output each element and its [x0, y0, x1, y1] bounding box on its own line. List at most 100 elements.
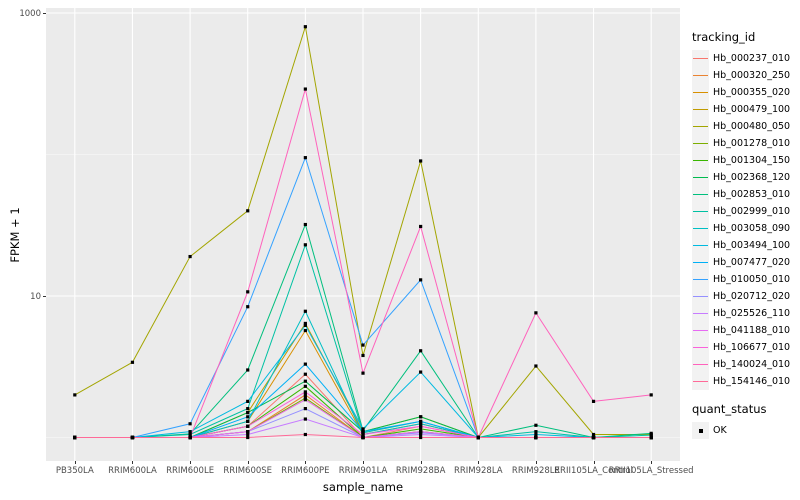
plot-panel — [46, 8, 680, 461]
data-point — [246, 399, 250, 403]
legend-item-Hb_020712_020: Hb_020712_020 — [692, 288, 790, 305]
legend-item-label: Hb_001304_150 — [713, 155, 791, 166]
data-point — [361, 432, 365, 437]
x-tick-mark — [651, 461, 653, 464]
legend-item-label: Hb_000355_020 — [713, 87, 791, 98]
legend-item-Hb_000355_020: Hb_000355_020 — [692, 84, 790, 101]
quant-legend-items: OK — [692, 422, 790, 439]
x-tick-mark — [190, 461, 192, 464]
data-point — [361, 427, 365, 431]
x-tick-mark — [305, 461, 307, 464]
legend-item-label: Hb_002999_010 — [713, 206, 791, 217]
data-point — [303, 398, 307, 402]
data-point — [246, 424, 250, 428]
legend-item-Hb_002853_010: Hb_002853_010 — [692, 186, 790, 203]
legend-key-line-icon — [692, 339, 709, 356]
legend-key-line-icon — [692, 67, 709, 84]
data-point — [303, 384, 307, 388]
series-color-line-icon — [693, 176, 708, 179]
series-color-line-icon — [693, 193, 708, 196]
data-point — [361, 371, 365, 375]
legend-item-label: Hb_020712_020 — [713, 291, 791, 302]
legend-panel: tracking_id Hb_000237_010 Hb_000320_250 Hb… — [692, 30, 790, 439]
data-point — [476, 435, 480, 440]
legend-item-label: Hb_003058_090 — [713, 223, 791, 234]
x-tick-mark — [593, 461, 595, 464]
series-color-line-icon — [693, 363, 708, 366]
legend-item-label: Hb_003494_100 — [713, 240, 791, 251]
series-color-line-icon — [693, 380, 708, 383]
legend-item-label: Hb_000479_100 — [713, 104, 791, 115]
legend-item-label: Hb_154146_010 — [713, 376, 791, 387]
data-point — [188, 432, 192, 437]
series-color-line-icon — [693, 74, 708, 77]
y-tick-label-1000: 1000 — [19, 8, 41, 19]
legend-item-Hb_000320_250: Hb_000320_250 — [692, 67, 790, 84]
legend-item-Hb_001304_150: Hb_001304_150 — [692, 152, 790, 169]
data-point — [649, 431, 653, 435]
y-axis-title: FPKM + 1 — [8, 207, 22, 263]
legend-item-Hb_001278_010: Hb_001278_010 — [692, 135, 790, 152]
legend-item-label: Hb_025526_110 — [713, 308, 791, 319]
data-point — [419, 349, 423, 353]
data-point — [534, 423, 538, 427]
data-point — [419, 224, 423, 229]
data-point — [419, 419, 423, 423]
series-color-line-icon — [693, 91, 708, 94]
data-point — [303, 87, 307, 91]
data-point — [303, 328, 307, 333]
series-color-line-icon — [693, 227, 708, 230]
data-point — [246, 290, 250, 294]
data-point — [419, 427, 423, 431]
data-point — [246, 432, 250, 437]
legend-item-Hb_003058_090: Hb_003058_090 — [692, 220, 790, 237]
data-point — [534, 435, 538, 440]
legend-key-line-icon — [692, 118, 709, 135]
legend-key-line-icon — [692, 152, 709, 169]
x-tick-mark — [420, 461, 422, 464]
series-color-line-icon — [693, 125, 708, 128]
x-tick-label-RRII105LA_Control: RRII105LA_Control — [554, 466, 633, 476]
legend-title-quant-status: quant_status — [692, 402, 767, 416]
data-point — [73, 435, 77, 440]
x-tick-mark — [74, 461, 76, 464]
legend-item-label: Hb_010050_010 — [713, 274, 791, 285]
legend-key-line-icon — [692, 135, 709, 152]
data-point — [188, 430, 192, 434]
data-point — [188, 422, 192, 426]
data-point — [419, 159, 423, 163]
series-color-line-icon — [693, 295, 708, 298]
data-point — [361, 353, 365, 358]
data-point — [303, 243, 307, 247]
data-point — [419, 370, 423, 374]
y-tick-mark — [43, 13, 46, 14]
data-point — [419, 422, 423, 426]
series-color-line-icon — [693, 278, 708, 281]
x-tick-label-PB350LA: PB350LA — [55, 466, 94, 476]
data-point — [303, 393, 307, 397]
data-point — [246, 368, 250, 372]
ok-point-icon — [698, 428, 703, 433]
data-point — [361, 430, 365, 434]
legend-item-Hb_154146_010: Hb_154146_010 — [692, 373, 790, 390]
data-point — [419, 415, 423, 419]
data-point — [246, 209, 250, 213]
data-point — [649, 435, 653, 440]
data-point — [419, 435, 423, 440]
series-color-line-icon — [693, 329, 708, 332]
y-tick-mark — [43, 296, 46, 297]
data-point — [303, 417, 307, 421]
legend-item-label: Hb_001278_010 — [713, 138, 791, 149]
quant-legend-key — [692, 422, 709, 439]
legend-item-Hb_002368_120: Hb_002368_120 — [692, 169, 790, 186]
data-point — [534, 364, 538, 368]
x-tick-label-RRIM600PE: RRIM600PE — [281, 466, 330, 476]
legend-key-line-icon — [692, 356, 709, 373]
data-point — [246, 305, 250, 309]
series-color-line-icon — [693, 210, 708, 213]
y-tick-label-10: 10 — [30, 291, 41, 302]
legend-item-label: Hb_041188_010 — [713, 325, 791, 336]
legend-item-Hb_010050_010: Hb_010050_010 — [692, 271, 790, 288]
x-tick-mark — [478, 461, 480, 464]
x-tick-label-RRIM600LE: RRIM600LE — [166, 466, 215, 476]
